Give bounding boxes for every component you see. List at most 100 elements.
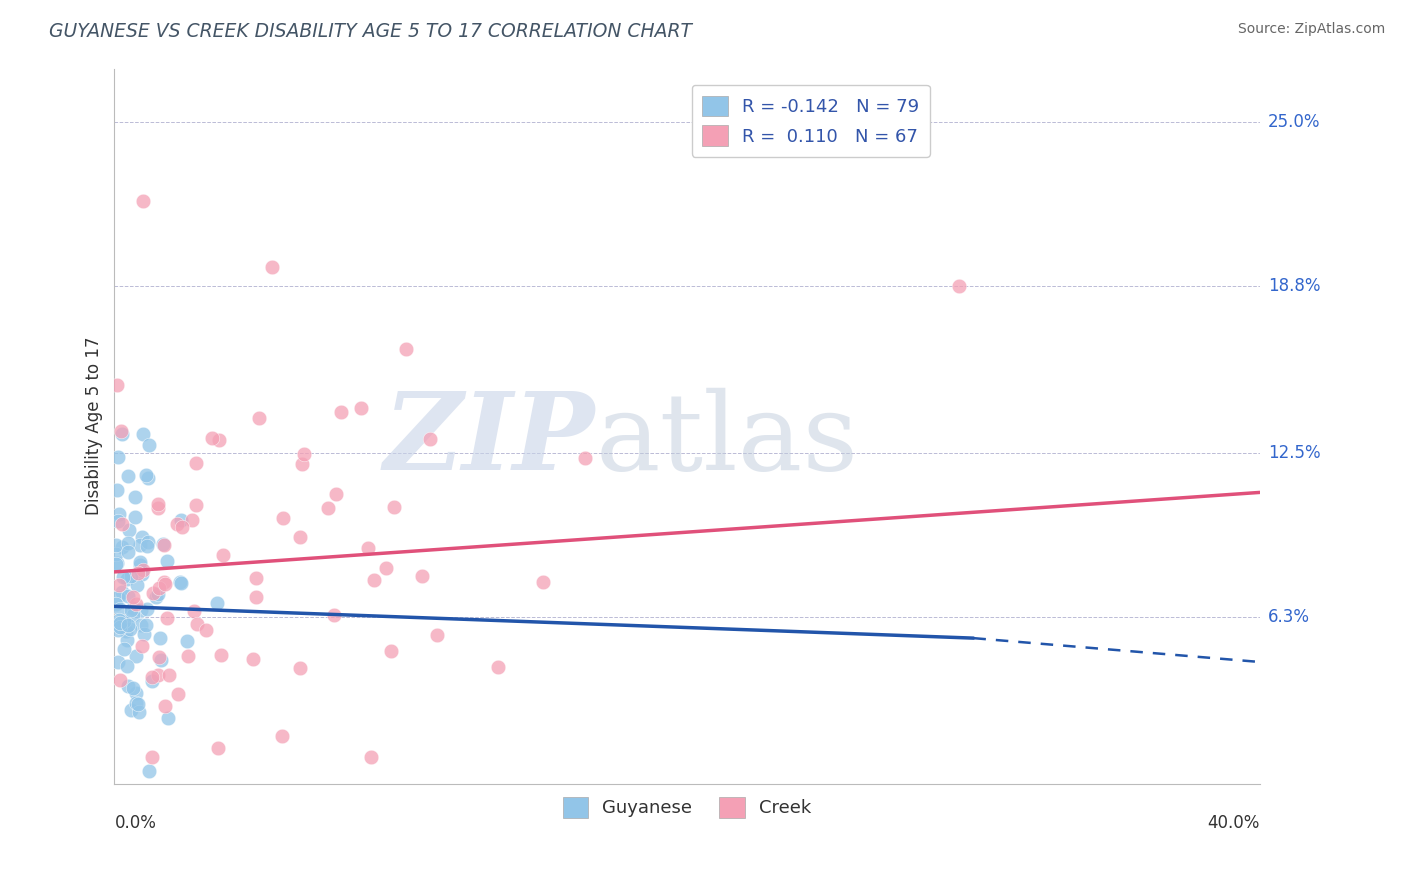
Point — [124, 490, 146, 504]
Point — [169, 575, 191, 590]
Point — [131, 639, 153, 653]
Point — [209, 648, 232, 662]
Point — [118, 622, 141, 636]
Point — [363, 573, 385, 587]
Point — [136, 471, 159, 485]
Text: Source: ZipAtlas.com: Source: ZipAtlas.com — [1237, 22, 1385, 37]
Text: atlas: atlas — [596, 388, 859, 493]
Point — [145, 590, 167, 604]
Point — [117, 536, 139, 550]
Point — [107, 655, 129, 669]
Point — [271, 511, 294, 525]
Point — [141, 670, 163, 684]
Point — [531, 575, 554, 590]
Point — [242, 652, 264, 666]
Point — [117, 544, 139, 558]
Point — [122, 591, 145, 605]
Point — [115, 659, 138, 673]
Point — [136, 535, 159, 549]
Point — [201, 431, 224, 445]
Point — [122, 681, 145, 695]
Text: 12.5%: 12.5% — [1268, 443, 1320, 462]
Point — [115, 633, 138, 648]
Point — [318, 501, 340, 516]
Point — [121, 568, 143, 582]
Point — [208, 433, 231, 447]
Point — [112, 570, 135, 584]
Point — [135, 618, 157, 632]
Point — [120, 603, 142, 617]
Point — [120, 703, 142, 717]
Point — [132, 563, 155, 577]
Point — [108, 615, 131, 630]
Point — [426, 628, 449, 642]
Point — [132, 427, 155, 442]
Point — [127, 566, 149, 581]
Point — [180, 513, 202, 527]
Point — [184, 499, 207, 513]
Point — [117, 589, 139, 603]
Point — [148, 581, 170, 595]
Point — [167, 687, 190, 701]
Point — [141, 750, 163, 764]
Point — [110, 517, 132, 532]
Point — [107, 578, 129, 592]
Point — [184, 456, 207, 470]
Point — [176, 634, 198, 648]
Point — [395, 343, 418, 357]
Point — [105, 378, 128, 392]
Point — [125, 696, 148, 710]
Point — [325, 486, 347, 500]
Point — [108, 507, 131, 521]
Point — [380, 644, 402, 658]
Legend: Guyanese, Creek: Guyanese, Creek — [555, 789, 818, 825]
Point — [128, 705, 150, 719]
Point — [350, 401, 373, 415]
Point — [153, 575, 176, 590]
Point — [142, 586, 165, 600]
Point — [111, 585, 134, 599]
Point — [107, 623, 129, 637]
Point — [486, 660, 509, 674]
Point — [132, 627, 155, 641]
Point — [105, 483, 128, 497]
Point — [291, 457, 314, 471]
Point — [245, 591, 267, 605]
Point — [127, 697, 149, 711]
Point — [148, 649, 170, 664]
Point — [104, 616, 127, 631]
Point — [111, 426, 134, 441]
Point — [138, 438, 160, 452]
Point — [104, 598, 127, 612]
Point — [156, 611, 179, 625]
Point — [574, 451, 596, 466]
Point — [129, 603, 152, 617]
Point — [111, 616, 134, 631]
Point — [150, 653, 173, 667]
Point — [135, 539, 157, 553]
Point — [115, 572, 138, 586]
Point — [148, 587, 170, 601]
Point — [247, 411, 270, 425]
Point — [112, 615, 135, 629]
Point — [107, 450, 129, 464]
Point — [149, 631, 172, 645]
Text: ZIP: ZIP — [384, 387, 596, 493]
Point — [292, 447, 315, 461]
Point — [157, 668, 180, 682]
Point — [110, 424, 132, 438]
Point — [112, 642, 135, 657]
Point — [290, 530, 312, 544]
Point — [166, 517, 188, 532]
Point — [183, 604, 205, 618]
Point — [135, 602, 157, 616]
Point — [288, 661, 311, 675]
Point — [125, 597, 148, 611]
Point — [110, 673, 132, 687]
Text: 40.0%: 40.0% — [1208, 814, 1260, 832]
Point — [121, 608, 143, 623]
Point — [330, 404, 353, 418]
Point — [194, 624, 217, 638]
Point — [153, 576, 176, 591]
Point — [107, 590, 129, 604]
